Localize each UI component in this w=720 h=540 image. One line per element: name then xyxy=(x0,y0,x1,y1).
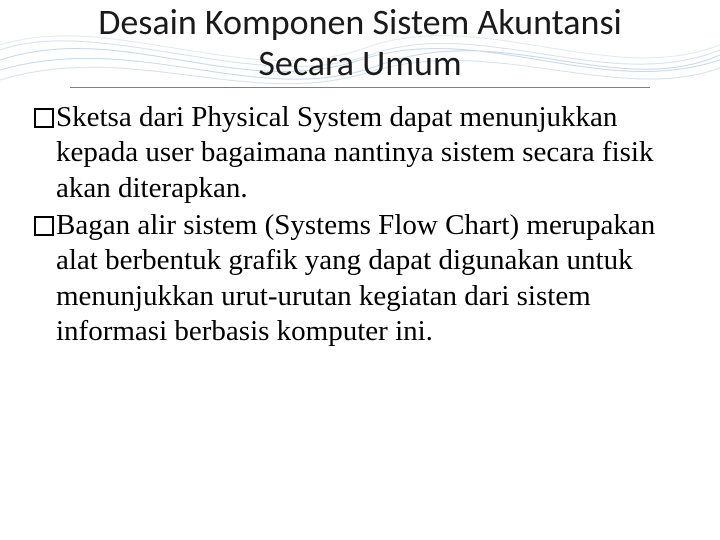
bullet-text: Bagan alir sistem (Systems Flow Chart) m… xyxy=(56,208,686,350)
slide-title: Desain Komponen Sistem Akuntansi Secara … xyxy=(70,0,650,88)
bullet-marker-icon xyxy=(34,216,54,236)
slide-body: Sketsa dari Physical System dapat menunj… xyxy=(30,100,690,350)
bullet-item: Sketsa dari Physical System dapat menunj… xyxy=(34,100,686,206)
bullet-marker-icon xyxy=(34,108,54,128)
bullet-text: Sketsa dari Physical System dapat menunj… xyxy=(56,100,686,206)
slide-container: Desain Komponen Sistem Akuntansi Secara … xyxy=(0,0,720,540)
bullet-item: Bagan alir sistem (Systems Flow Chart) m… xyxy=(34,208,686,350)
